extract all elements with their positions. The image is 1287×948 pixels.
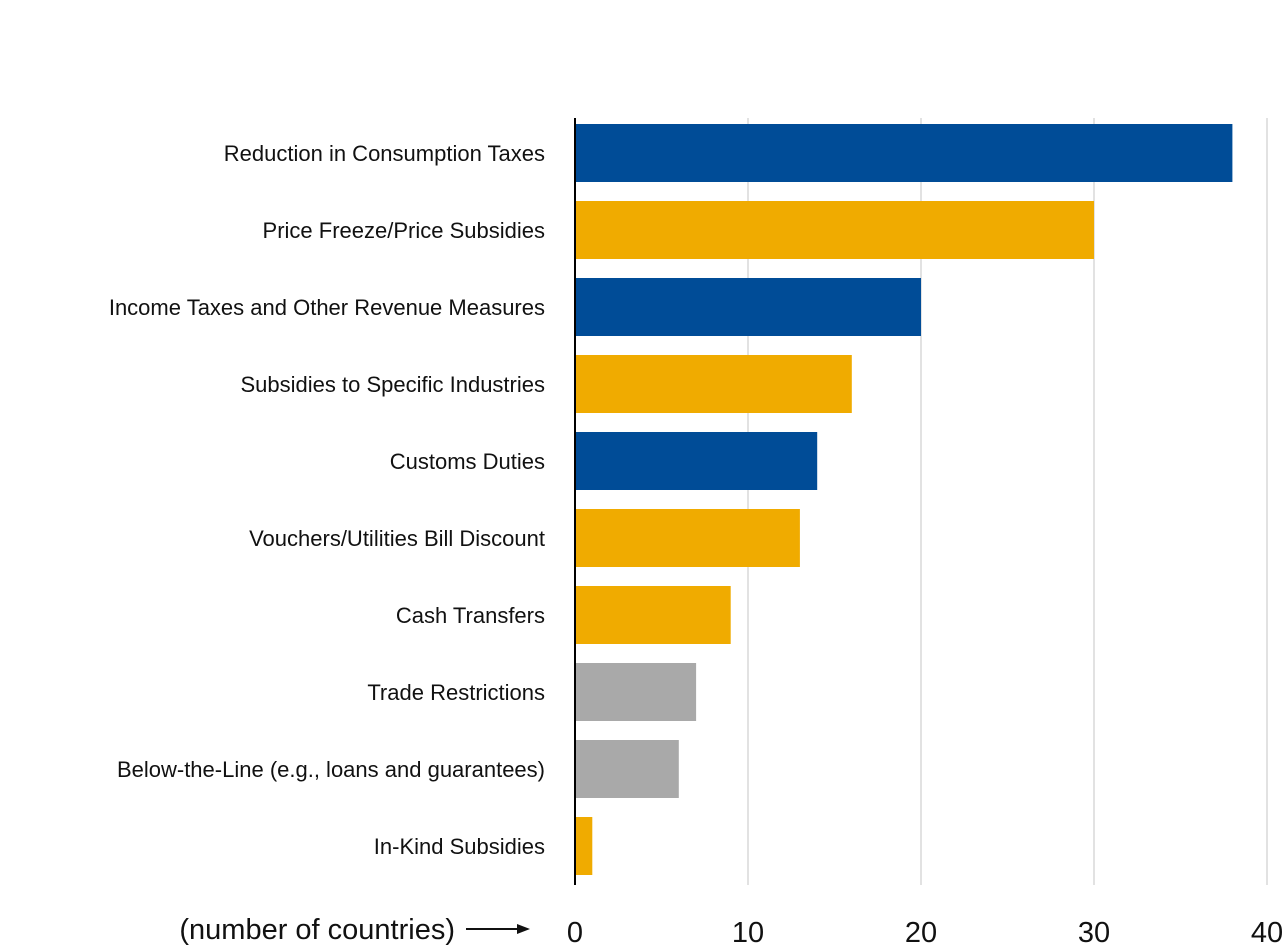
bar-income-taxes-and-other-revenue-measures	[575, 278, 921, 336]
legend-item-tax-measures: Tax measures	[135, 12, 473, 68]
bar-vouchers-utilities-bill-discount	[575, 509, 800, 567]
x-tick-labels: 0 10 20 30 40	[567, 917, 1283, 948]
x-axis-label: (number of countries)	[179, 914, 455, 946]
x-tick-label: 0	[567, 917, 583, 948]
bar-customs-duties	[575, 432, 818, 490]
bar-in-kind-subsidies	[575, 817, 593, 875]
category-label: Reduction in Consumption Taxes	[224, 141, 545, 166]
bar-cash-transfers	[575, 586, 731, 644]
x-axis-label-group: (number of countries)	[179, 914, 530, 946]
bar-reduction-in-consumption-taxes	[575, 124, 1233, 182]
arrow-head-icon	[517, 924, 530, 934]
legend-item-others: Others	[868, 12, 1207, 68]
x-tick-label: 30	[1078, 917, 1110, 948]
category-label: In-Kind Subsidies	[374, 834, 545, 859]
x-tick-label: 10	[732, 917, 764, 948]
x-tick-label: 20	[905, 917, 937, 948]
category-label: Price Freeze/Price Subsidies	[263, 218, 545, 243]
bar-subsidies-to-specific-industries	[575, 355, 852, 413]
legend-label-spending-measures: Spending measures	[539, 23, 802, 56]
category-label: Cash Transfers	[396, 603, 545, 628]
category-label: Trade Restrictions	[367, 680, 545, 705]
legend-label-tax-measures: Tax measures	[212, 23, 396, 56]
category-label: Below-the-Line (e.g., loans and guarante…	[117, 757, 545, 782]
category-label: Customs Duties	[390, 449, 545, 474]
category-labels: Reduction in Consumption Taxes Price Free…	[109, 141, 545, 859]
legend-label-others: Others	[993, 23, 1082, 56]
category-label: Subsidies to Specific Industries	[241, 372, 546, 397]
x-tick-label: 40	[1251, 917, 1283, 948]
bar-price-freeze-price-subsidies	[575, 201, 1094, 259]
bar-below-the-line-e-g-loans-and-guarantees	[575, 740, 679, 798]
bars	[575, 124, 1233, 875]
legend-item-spending-measures: Spending measures	[501, 12, 840, 68]
category-label: Income Taxes and Other Revenue Measures	[109, 295, 545, 320]
category-label: Vouchers/Utilities Bill Discount	[249, 526, 545, 551]
bar-trade-restrictions	[575, 663, 697, 721]
